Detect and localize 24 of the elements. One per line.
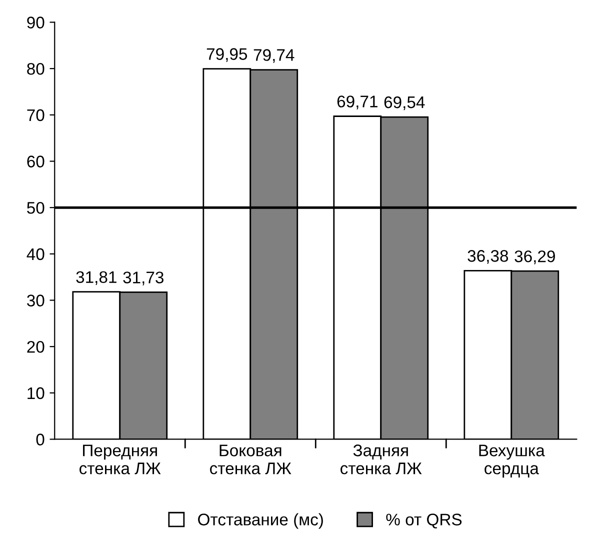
legend-label: % от QRS xyxy=(386,514,462,528)
legend-label: Отставание (мс) xyxy=(198,513,323,529)
y-tick-label: 40 xyxy=(26,248,44,260)
y-tick-label: 80 xyxy=(27,62,44,75)
x-tick-label: Передняя стенка ЛЖ xyxy=(80,444,161,474)
x-tick-label: Боковая стенка ЛЖ xyxy=(210,444,292,474)
data-label: 36,29 xyxy=(514,250,555,264)
y-tick-label: 0 xyxy=(36,434,44,446)
data-label: 69,71 xyxy=(337,96,378,110)
data-label: 69,54 xyxy=(384,96,425,110)
data-label: 31,73 xyxy=(123,272,164,286)
data-label: 31,81 xyxy=(76,271,116,285)
x-tick-label: Задняя стенка ЛЖ xyxy=(340,444,422,474)
y-tick-label: 30 xyxy=(27,294,44,306)
x-tick-label: Вехушка сердца xyxy=(479,444,545,478)
y-tick-label: 70 xyxy=(27,109,44,122)
y-tick-label: 20 xyxy=(27,340,44,353)
data-label: 79,95 xyxy=(206,48,248,62)
data-label: 36,38 xyxy=(468,250,508,264)
data-label: 79,74 xyxy=(254,49,294,63)
y-tick-label: 90 xyxy=(27,16,44,28)
y-tick-label: 10 xyxy=(28,387,44,400)
y-tick-label: 60 xyxy=(27,156,44,168)
y-tick-label: 50 xyxy=(27,202,44,214)
